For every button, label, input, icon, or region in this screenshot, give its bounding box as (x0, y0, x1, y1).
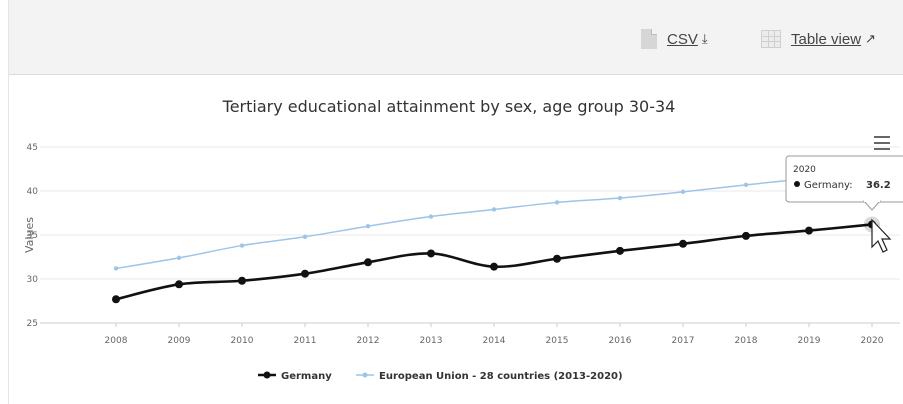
chart-toolbar: CSV ⤓ Table view ↗ (9, 0, 903, 75)
series-line-eu (115, 173, 873, 270)
x-tick-label: 2016 (609, 336, 632, 346)
data-point-germany (616, 246, 624, 255)
legend-marker-germany (263, 371, 271, 379)
x-tick-label: 2018 (735, 336, 758, 346)
data-point-germany (805, 226, 813, 235)
x-tick-label: 2009 (168, 336, 191, 346)
legend-label-germany: Germany (281, 371, 332, 382)
y-axis-label: Values (23, 217, 36, 253)
y-tick-label: 45 (27, 143, 38, 153)
x-tick-label: 2020 (861, 336, 884, 346)
x-tick-label: 2010 (231, 336, 254, 346)
data-point-eu (428, 214, 434, 219)
document-icon (641, 29, 657, 49)
left-border (0, 0, 9, 404)
table-view-label[interactable]: Table view (791, 30, 862, 48)
tooltip-year: 2020 (793, 165, 816, 175)
data-point-eu (302, 234, 308, 239)
mouse-cursor-icon (871, 218, 892, 253)
data-point-germany (112, 295, 120, 304)
y-tick-label: 25 (27, 319, 38, 329)
tooltip-pointer (862, 200, 882, 211)
data-point-eu (680, 189, 686, 195)
data-point-eu (239, 243, 245, 248)
tooltip-box (785, 155, 903, 203)
csv-download-button[interactable]: CSV ⤓ (641, 28, 708, 50)
data-point-eu (491, 207, 497, 212)
table-view-button[interactable]: Table view ↗ (761, 28, 876, 50)
data-point-germany (175, 280, 183, 289)
x-tick-label: 2019 (798, 336, 821, 346)
data-point-eu (176, 255, 182, 261)
data-point-eu (743, 182, 749, 188)
tooltip-series-marker (794, 181, 800, 187)
data-point-germany (553, 254, 561, 263)
table-icon (761, 30, 781, 48)
x-tick-label: 2013 (420, 336, 443, 346)
data-point-eu (113, 266, 119, 271)
data-point-eu (617, 195, 623, 201)
data-point-eu (554, 200, 560, 205)
data-point-germany (364, 258, 372, 267)
data-point-germany (490, 262, 498, 271)
legend-marker-eu (362, 372, 368, 378)
csv-label[interactable]: CSV (667, 30, 698, 48)
download-icon: ⤓ (701, 31, 708, 46)
tooltip-value: 36.2 (866, 180, 891, 191)
chart-area: Tertiary educational attainment by sex, … (9, 75, 903, 404)
x-tick-label: 2012 (357, 336, 380, 346)
x-tick-label: 2008 (105, 336, 128, 346)
data-point-eu (365, 224, 371, 229)
x-tick-label: 2011 (294, 336, 317, 346)
external-link-icon: ↗ (865, 31, 876, 46)
data-point-germany (679, 239, 687, 248)
y-tick-label: 30 (27, 275, 39, 285)
data-point-germany (301, 269, 309, 278)
data-point-germany (742, 231, 750, 240)
tooltip-pointer-mask (864, 199, 880, 202)
y-tick-label: 40 (27, 187, 39, 197)
x-tick-label: 2017 (672, 336, 695, 346)
x-tick-label: 2015 (546, 336, 569, 346)
legend-label-eu: European Union - 28 countries (2013-2020… (379, 371, 623, 382)
data-point-germany (427, 249, 435, 258)
x-tick-label: 2014 (483, 336, 506, 346)
chart-title: Tertiary educational attainment by sex, … (222, 97, 676, 116)
data-point-germany (238, 276, 246, 285)
chart-menu-icon[interactable] (874, 136, 890, 150)
y-tick-label: 35 (27, 231, 38, 241)
tooltip-series-name: Germany: (804, 180, 853, 191)
series-line-germany (115, 223, 873, 301)
